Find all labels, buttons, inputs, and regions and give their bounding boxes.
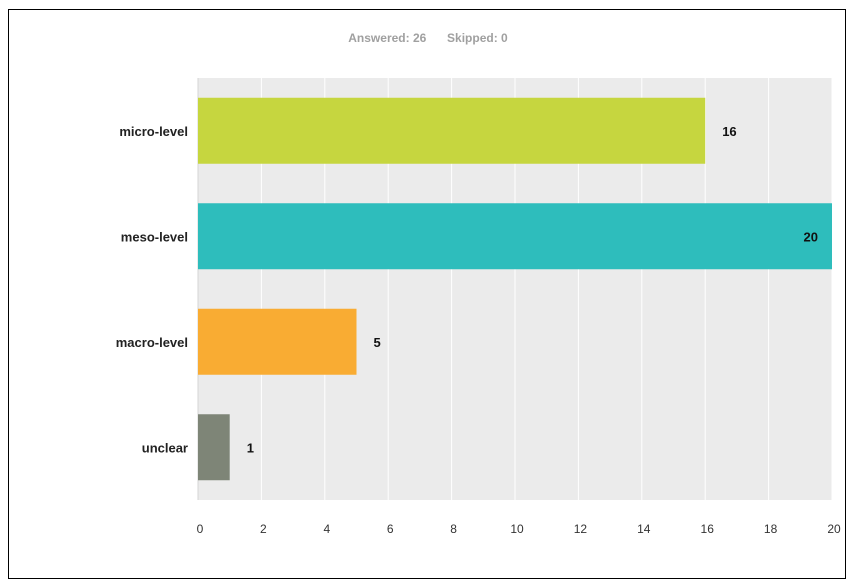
category-label: unclear [142,440,188,455]
x-axis-ticks: 0 2 4 6 8 10 12 14 16 18 20 [197,522,841,536]
answered-label: Answered: [348,31,410,45]
bar-meso-level [198,203,832,270]
bar-unclear [198,414,230,481]
response-summary: Answered: 26 Skipped: 0 [0,31,856,45]
category-label: meso-level [121,229,188,244]
x-tick-label: 2 [260,522,267,536]
x-tick-label: 16 [701,522,715,536]
x-tick-label: 4 [323,522,330,536]
x-tick-label: 10 [510,522,524,536]
x-tick-label: 20 [827,522,841,536]
answered-value: 26 [412,31,427,45]
x-tick-label: 0 [197,522,204,536]
skipped-label: Skipped: [447,31,498,45]
category-label: micro-level [119,124,188,139]
data-label: 1 [247,440,254,455]
category-labels: micro-level meso-level macro-level unclear [116,124,188,456]
x-tick-label: 14 [637,522,651,536]
x-tick-label: 18 [764,522,778,536]
data-labels: 16 20 5 1 [247,124,818,456]
skipped-value: 0 [501,31,508,45]
bars [198,97,832,481]
x-tick-label: 8 [450,522,457,536]
category-label: macro-level [116,335,188,350]
bar-macro-level [198,308,357,375]
x-tick-label: 12 [574,522,588,536]
data-label: 5 [374,335,381,350]
data-label: 16 [722,124,736,139]
data-label: 20 [804,229,818,244]
bar-micro-level [198,97,706,164]
x-tick-label: 6 [387,522,394,536]
